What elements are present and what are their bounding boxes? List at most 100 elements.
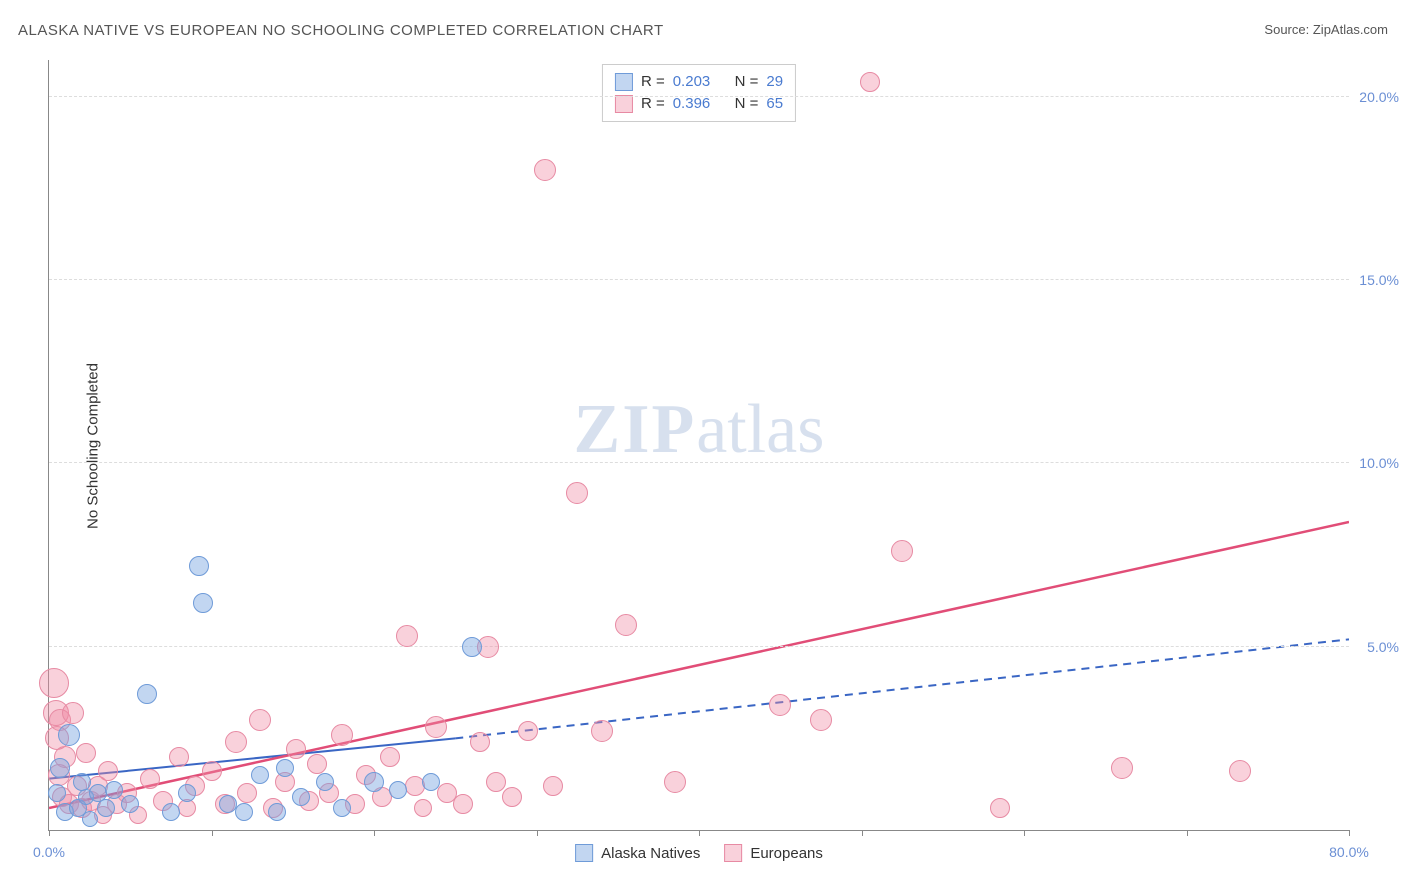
- scatter-point-pink: [307, 754, 327, 774]
- scatter-point-blue: [268, 803, 286, 821]
- scatter-point-blue: [193, 593, 213, 613]
- watermark: ZIPatlas: [574, 390, 825, 470]
- scatter-point-blue: [422, 773, 440, 791]
- scatter-point-pink: [169, 747, 189, 767]
- scatter-point-pink: [396, 625, 418, 647]
- x-tick: [537, 830, 538, 836]
- scatter-point-pink: [414, 799, 432, 817]
- scatter-point-pink: [331, 724, 353, 746]
- scatter-point-pink: [1111, 757, 1133, 779]
- x-tick-label: 0.0%: [33, 844, 65, 860]
- x-tick: [1187, 830, 1188, 836]
- legend-item-blue: Alaska Natives: [575, 844, 700, 862]
- y-tick-label: 5.0%: [1367, 639, 1399, 655]
- scatter-point-blue: [235, 803, 253, 821]
- scatter-point-blue: [316, 773, 334, 791]
- x-tick: [1024, 830, 1025, 836]
- scatter-point-blue: [364, 772, 384, 792]
- scatter-point-blue: [97, 799, 115, 817]
- swatch-pink: [724, 844, 742, 862]
- scatter-point-pink: [425, 716, 447, 738]
- source-label: Source:: [1264, 22, 1309, 37]
- scatter-point-blue: [48, 784, 66, 802]
- scatter-point-pink: [380, 747, 400, 767]
- x-tick: [212, 830, 213, 836]
- plot-area: ZIPatlas R = 0.203 N = 29 R = 0.396 N = …: [48, 60, 1349, 831]
- scatter-point-blue: [121, 795, 139, 813]
- n-label: N =: [735, 71, 759, 93]
- scatter-point-blue: [333, 799, 351, 817]
- y-tick-label: 20.0%: [1359, 89, 1399, 105]
- scatter-point-pink: [249, 709, 271, 731]
- watermark-bold: ZIP: [574, 391, 697, 468]
- scatter-point-pink: [76, 743, 96, 763]
- y-tick-label: 10.0%: [1359, 455, 1399, 471]
- swatch-blue: [615, 73, 633, 91]
- scatter-point-pink: [39, 668, 69, 698]
- scatter-point-pink: [810, 709, 832, 731]
- scatter-point-pink: [990, 798, 1010, 818]
- x-tick: [862, 830, 863, 836]
- scatter-point-pink: [518, 721, 538, 741]
- scatter-point-pink: [534, 159, 556, 181]
- scatter-point-blue: [292, 788, 310, 806]
- r-value-blue: 0.203: [673, 71, 711, 93]
- gridline: [49, 646, 1349, 647]
- x-tick: [374, 830, 375, 836]
- scatter-point-pink: [470, 732, 490, 752]
- legend-label-blue: Alaska Natives: [601, 845, 700, 862]
- scatter-point-blue: [251, 766, 269, 784]
- scatter-point-pink: [891, 540, 913, 562]
- x-tick: [699, 830, 700, 836]
- scatter-point-blue: [276, 759, 294, 777]
- source-link[interactable]: ZipAtlas.com: [1313, 22, 1388, 37]
- source-attribution: Source: ZipAtlas.com: [1264, 22, 1388, 37]
- gridline: [49, 279, 1349, 280]
- x-tick: [49, 830, 50, 836]
- scatter-point-pink: [1229, 760, 1251, 782]
- legend-item-pink: Europeans: [724, 844, 823, 862]
- swatch-blue: [575, 844, 593, 862]
- scatter-point-pink: [98, 761, 118, 781]
- scatter-point-blue: [58, 724, 80, 746]
- scatter-point-blue: [178, 784, 196, 802]
- scatter-point-pink: [62, 702, 84, 724]
- scatter-point-pink: [286, 739, 306, 759]
- scatter-point-blue: [82, 811, 98, 827]
- y-tick-label: 15.0%: [1359, 272, 1399, 288]
- scatter-point-pink: [566, 482, 588, 504]
- scatter-point-pink: [225, 731, 247, 753]
- scatter-point-blue: [162, 803, 180, 821]
- scatter-point-blue: [189, 556, 209, 576]
- swatch-pink: [615, 95, 633, 113]
- chart-title: ALASKA NATIVE VS EUROPEAN NO SCHOOLING C…: [18, 22, 664, 39]
- scatter-point-pink: [140, 769, 160, 789]
- scatter-point-pink: [202, 761, 222, 781]
- scatter-point-pink: [453, 794, 473, 814]
- gridline: [49, 462, 1349, 463]
- scatter-point-blue: [462, 637, 482, 657]
- scatter-point-pink: [664, 771, 686, 793]
- scatter-point-pink: [860, 72, 880, 92]
- scatter-point-pink: [591, 720, 613, 742]
- trend-lines: [49, 60, 1349, 830]
- x-tick: [1349, 830, 1350, 836]
- n-value-blue: 29: [766, 71, 783, 93]
- scatter-point-blue: [50, 758, 70, 778]
- scatter-point-blue: [105, 781, 123, 799]
- scatter-point-blue: [389, 781, 407, 799]
- correlation-legend: R = 0.203 N = 29 R = 0.396 N = 65: [602, 64, 796, 122]
- x-tick-label: 80.0%: [1329, 844, 1369, 860]
- scatter-point-blue: [137, 684, 157, 704]
- series-legend: Alaska Natives Europeans: [575, 844, 823, 862]
- r-label: R =: [641, 71, 665, 93]
- gridline: [49, 96, 1349, 97]
- legend-row-blue: R = 0.203 N = 29: [615, 71, 783, 93]
- scatter-point-pink: [615, 614, 637, 636]
- watermark-light: atlas: [696, 391, 824, 468]
- scatter-point-pink: [543, 776, 563, 796]
- scatter-point-pink: [486, 772, 506, 792]
- scatter-point-pink: [502, 787, 522, 807]
- scatter-point-pink: [237, 783, 257, 803]
- scatter-point-pink: [769, 694, 791, 716]
